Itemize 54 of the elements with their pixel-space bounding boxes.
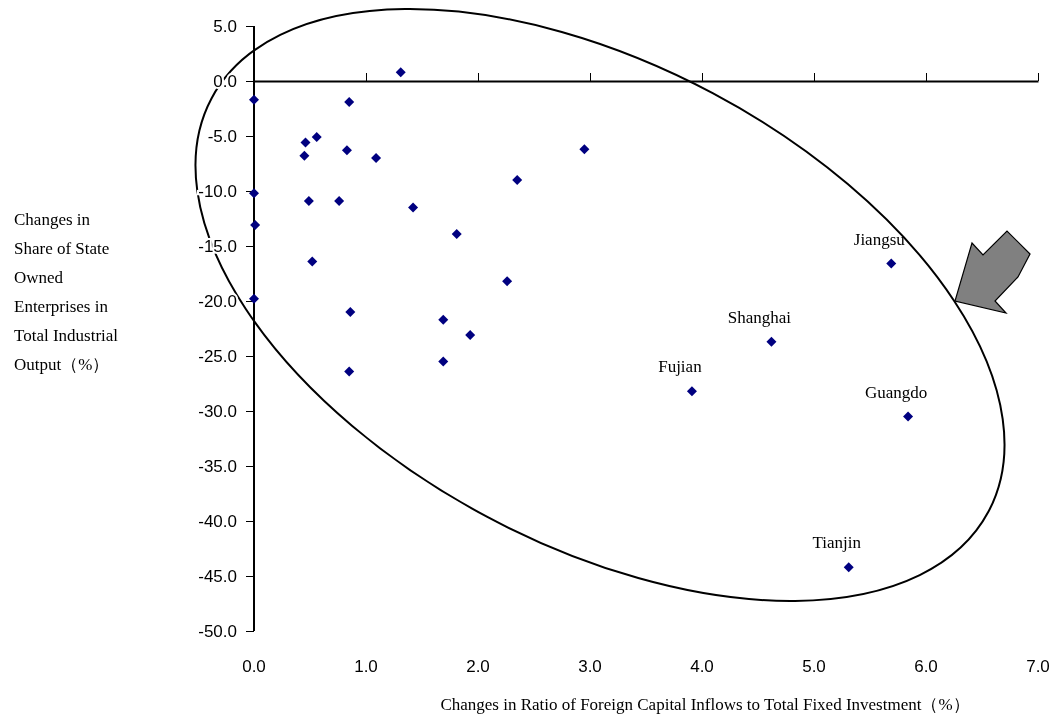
point [345, 307, 356, 317]
x-axis-title: Changes in Ratio of Foreign Capital Inflows to Total Fixed Investment（%） [440, 695, 970, 714]
point [307, 256, 318, 267]
point [249, 293, 259, 304]
y-tick-label: 5.0 [213, 16, 237, 36]
x-tick-label: 1.0 [354, 657, 378, 676]
y-tick-label: -45.0 [198, 566, 237, 586]
annotation: Shanghai [727, 307, 792, 327]
point [766, 336, 777, 347]
y-tick-label: -20.0 [198, 291, 237, 311]
point [438, 314, 449, 325]
x-tick-label: 6.0 [914, 657, 938, 676]
point [686, 386, 697, 397]
point [512, 175, 523, 185]
x-tick-label: 0.0 [242, 657, 266, 676]
y-tick-label: -10.0 [198, 181, 237, 201]
annotation: Guangdo [864, 382, 928, 402]
y-tick-label: -5.0 [207, 126, 237, 146]
point [408, 202, 419, 213]
y-tick-label: -50.0 [198, 621, 237, 641]
y-tick-label: -30.0 [198, 401, 237, 421]
y-axis-title: Changes in Share of State Owned Enterprises in Total Industrial Output（%） [14, 210, 119, 374]
y-tick-label: -35.0 [198, 456, 237, 476]
point [579, 144, 590, 155]
point [843, 562, 854, 573]
point [344, 366, 355, 377]
point [886, 258, 897, 269]
point [344, 96, 355, 107]
annotation: Fujian [658, 357, 703, 377]
point [341, 145, 352, 156]
point [249, 188, 259, 199]
point [249, 94, 259, 105]
point [311, 132, 322, 143]
point [371, 153, 382, 163]
annotation: Tianjin [812, 533, 862, 553]
x-tick-label: 5.0 [802, 657, 826, 676]
point [250, 220, 261, 231]
point [451, 228, 462, 239]
x-tick-label: 7.0 [1026, 657, 1050, 676]
x-tick-label: 3.0 [578, 657, 602, 676]
x-tick-label: 4.0 [690, 657, 714, 676]
x-tick-label: 2.0 [466, 657, 490, 676]
point [438, 356, 449, 367]
point [465, 330, 476, 341]
y-tick-label: -25.0 [198, 346, 237, 366]
point [395, 67, 406, 78]
point [300, 137, 311, 148]
point [502, 276, 513, 287]
y-tick-label: -40.0 [198, 511, 237, 531]
annotation: Jiangsu [853, 229, 906, 249]
point [903, 411, 914, 422]
point [299, 150, 310, 161]
point [303, 195, 314, 206]
point [334, 195, 345, 206]
